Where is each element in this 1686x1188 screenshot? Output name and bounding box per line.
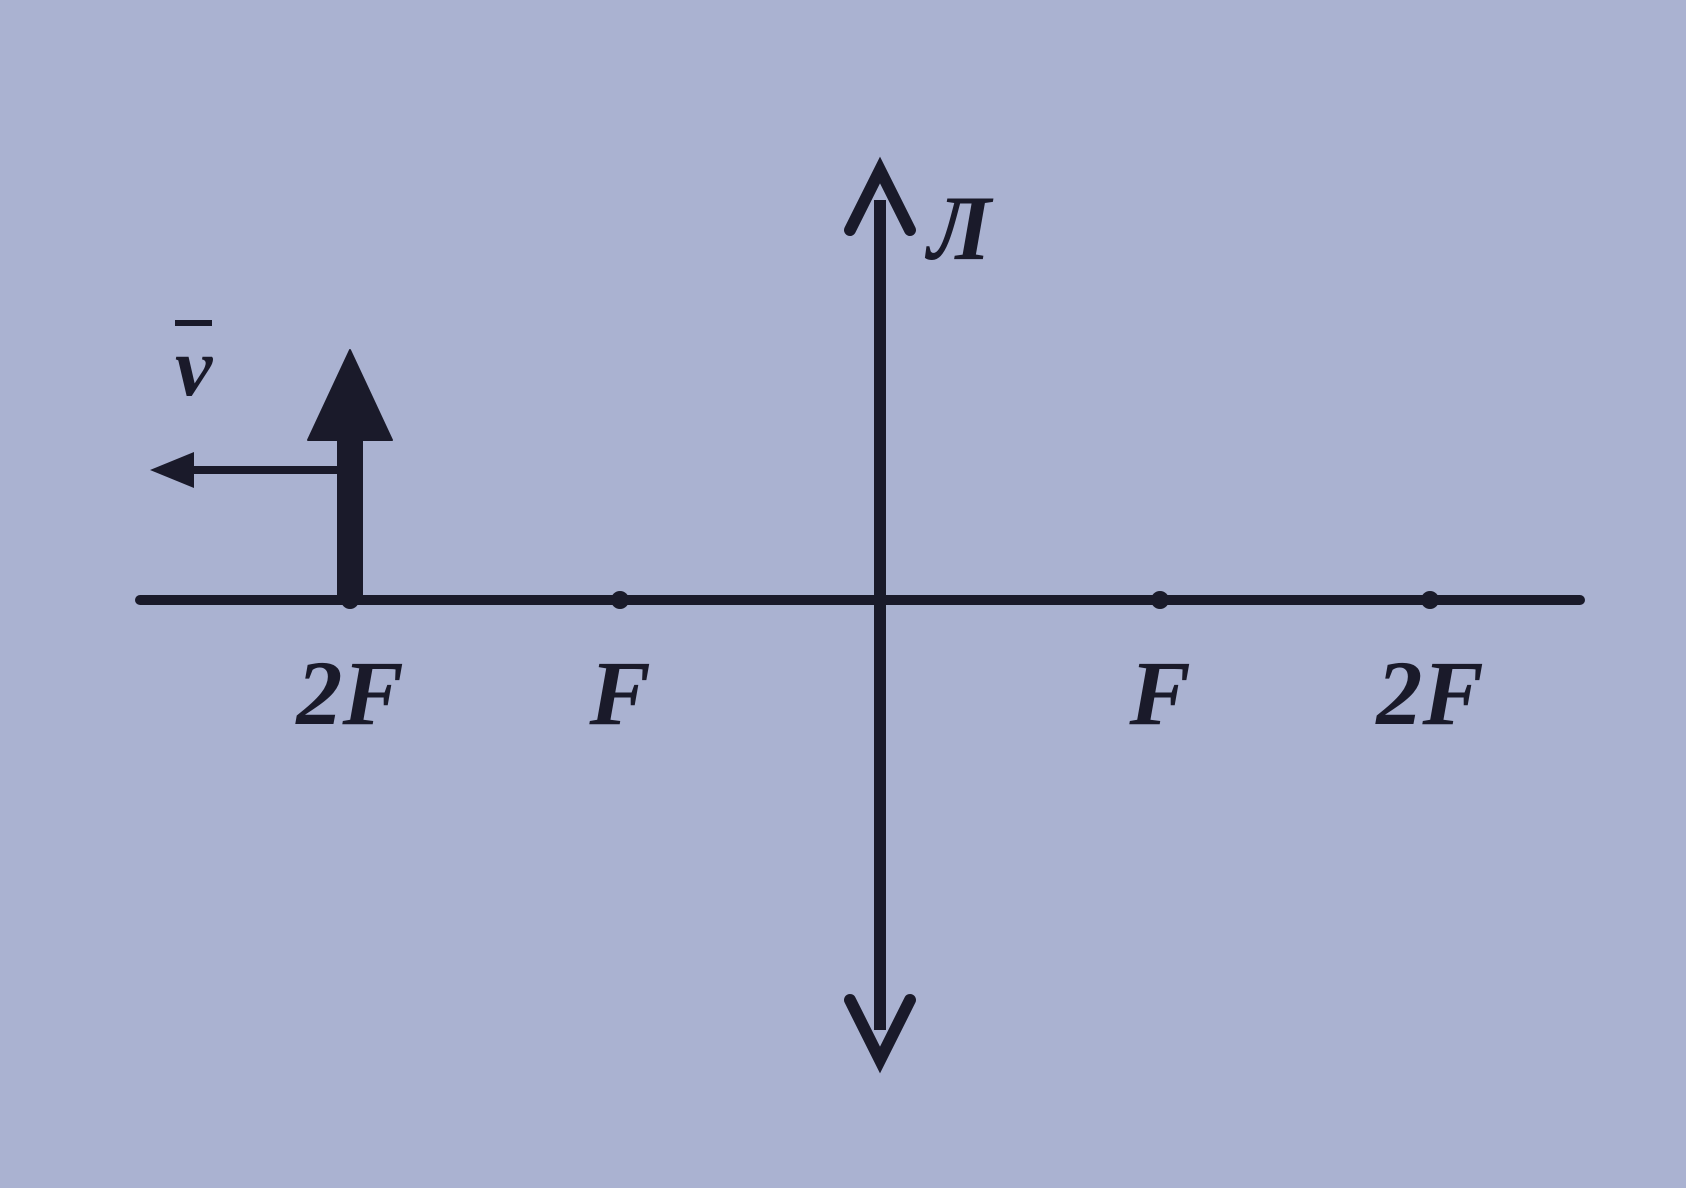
- velocity-label: v: [175, 320, 212, 406]
- focal-label-text: F: [1129, 642, 1190, 744]
- focal-label: F: [1129, 640, 1190, 746]
- focal-label-text: F: [589, 642, 650, 744]
- focal-label: F: [589, 640, 650, 746]
- lens-label-text: Л: [928, 177, 991, 279]
- focal-label: 2F: [1376, 640, 1483, 746]
- focal-label-text: 2F: [296, 642, 403, 744]
- diagram-svg: [0, 0, 1686, 1188]
- focal-label: 2F: [296, 640, 403, 746]
- lens-label: Л: [928, 175, 991, 281]
- focal-label-text: 2F: [1376, 642, 1483, 744]
- diagram-stage: Л v 2F F F 2F: [0, 0, 1686, 1188]
- velocity-label-text: v: [175, 320, 212, 406]
